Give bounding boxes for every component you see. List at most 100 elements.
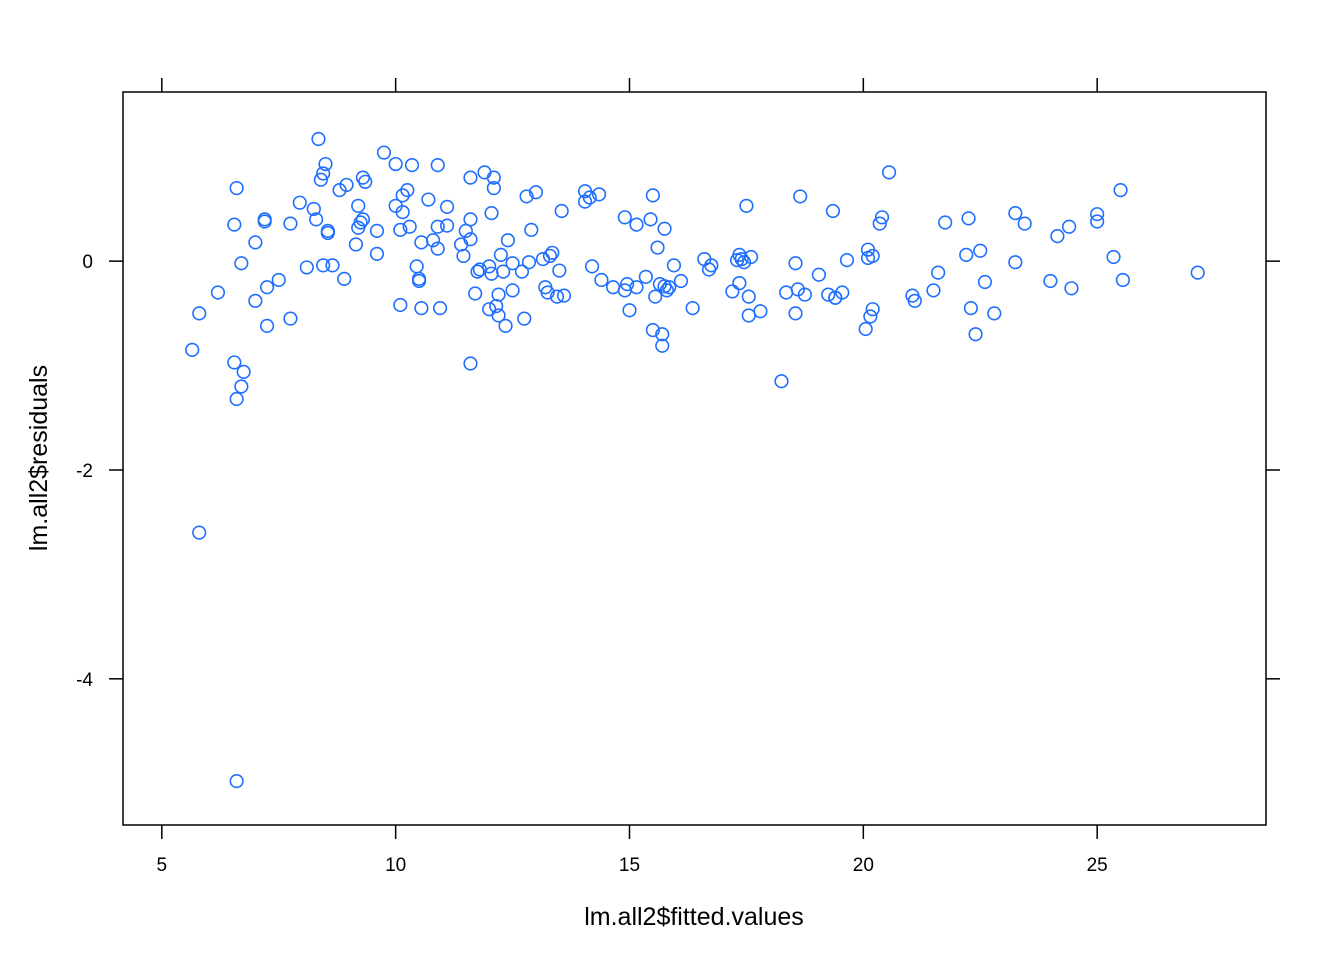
data-point — [411, 273, 427, 289]
data-point — [210, 285, 226, 300]
data-point — [1115, 272, 1130, 288]
data-point — [545, 245, 560, 260]
data-point — [554, 203, 569, 219]
data-point — [556, 288, 572, 303]
data-point — [577, 194, 593, 209]
data-point — [316, 166, 331, 181]
data-point — [959, 247, 974, 262]
data-point — [491, 287, 506, 302]
data-point — [643, 212, 658, 227]
data-point — [542, 248, 558, 264]
data-point — [961, 211, 976, 226]
data-point — [938, 215, 953, 230]
data-point — [650, 240, 665, 255]
data-point — [348, 237, 364, 252]
data-point — [673, 273, 689, 289]
data-point — [963, 301, 978, 316]
data-point — [528, 185, 544, 200]
data-point — [484, 266, 499, 281]
data-point — [734, 251, 749, 267]
data-point — [779, 285, 794, 300]
data-point — [1090, 214, 1105, 229]
data-point — [926, 283, 941, 298]
data-point — [463, 212, 478, 227]
data-point — [977, 274, 993, 290]
data-point — [638, 269, 653, 284]
data-point — [648, 289, 663, 304]
data-point — [404, 157, 420, 173]
data-point — [725, 284, 740, 299]
x-tick-label: 25 — [1087, 855, 1108, 876]
data-point — [316, 258, 331, 273]
y-axis-title: lm.all2$residuals — [25, 365, 53, 551]
data-point — [309, 212, 324, 227]
data-point — [493, 247, 508, 262]
data-point — [491, 308, 506, 323]
data-points — [185, 131, 1205, 789]
x-tick-label: 20 — [853, 855, 874, 876]
data-point — [414, 301, 429, 316]
data-point — [292, 195, 307, 210]
data-point — [369, 223, 385, 238]
data-point — [1064, 281, 1079, 296]
data-point — [931, 265, 946, 280]
data-point — [313, 172, 328, 187]
data-point — [430, 241, 445, 256]
data-point — [1113, 183, 1128, 198]
data-point — [192, 525, 207, 540]
data-point — [788, 306, 803, 321]
data-point — [968, 327, 983, 342]
data-point — [594, 272, 609, 288]
data-point — [283, 311, 298, 326]
data-point — [835, 285, 850, 300]
y-tick-label: -2 — [76, 461, 93, 482]
data-point — [259, 318, 275, 333]
plot-panel-border — [122, 91, 1267, 826]
data-point — [320, 223, 335, 238]
axis-ticks — [109, 78, 1280, 839]
data-point — [552, 263, 567, 278]
data-point — [470, 264, 485, 279]
data-point — [655, 338, 670, 353]
data-point — [839, 253, 855, 268]
data-point — [1043, 273, 1058, 289]
data-point — [257, 212, 272, 227]
x-tick-label: 15 — [619, 855, 640, 876]
data-point — [973, 243, 988, 258]
data-point — [659, 283, 675, 298]
data-point — [388, 156, 403, 172]
data-point — [259, 280, 275, 295]
data-point — [477, 165, 492, 180]
data-point — [793, 189, 808, 204]
data-point — [865, 248, 880, 264]
data-point — [339, 177, 354, 193]
data-point — [227, 355, 242, 370]
data-point — [865, 302, 880, 317]
data-point — [456, 248, 471, 264]
data-point — [872, 216, 887, 231]
data-point — [248, 293, 263, 308]
y-tick-label: 0 — [82, 252, 93, 273]
data-point — [629, 217, 644, 232]
data-point — [617, 210, 632, 225]
data-point — [591, 187, 607, 202]
data-point — [821, 287, 836, 302]
axis-tick-labels: 5 10 15 20 25 0 -2 -4 — [76, 252, 1108, 876]
data-point — [874, 210, 890, 225]
data-point — [234, 256, 249, 271]
data-point — [192, 306, 207, 321]
data-point — [486, 180, 501, 196]
data-point — [505, 283, 520, 298]
data-point — [1017, 216, 1032, 231]
data-point — [376, 145, 392, 160]
data-point — [486, 170, 501, 185]
data-point — [498, 318, 513, 333]
data-point — [741, 289, 756, 304]
data-point — [393, 297, 408, 313]
data-point — [535, 251, 551, 267]
data-point — [622, 303, 637, 318]
data-point — [482, 259, 497, 274]
data-point — [229, 774, 244, 789]
data-point — [524, 222, 539, 237]
